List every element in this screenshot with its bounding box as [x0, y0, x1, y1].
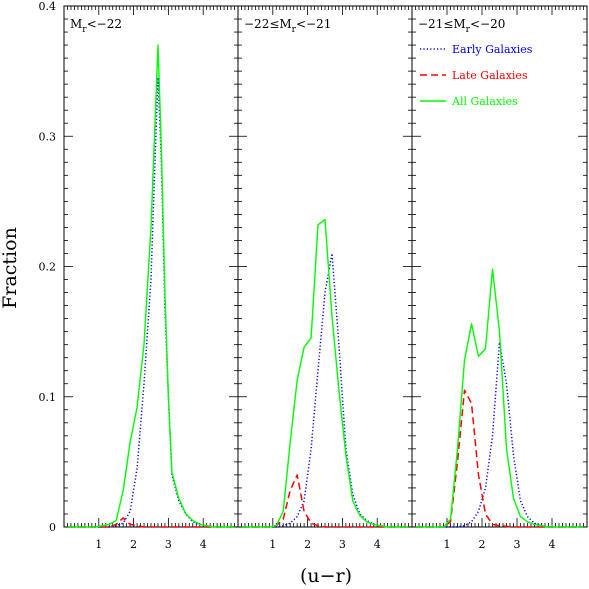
series-line-early-galaxies-panel-3	[415, 341, 584, 528]
x-tick-label: 4	[200, 538, 207, 551]
x-tick-label: 4	[374, 538, 381, 551]
panel-frame-3	[411, 5, 588, 528]
x-tick-label: 1	[444, 538, 451, 551]
y-tick-label: 0.4	[39, 0, 57, 13]
series-line-early-galaxies-panel-2	[241, 252, 409, 528]
y-axis-title: Fraction	[0, 227, 21, 309]
x-tick-label: 1	[269, 538, 276, 551]
y-tick-label: 0	[49, 521, 56, 534]
x-tick-label: 2	[479, 538, 486, 551]
panel-frame-1	[63, 5, 239, 528]
series-line-late-galaxies-panel-1	[67, 517, 235, 528]
series-line-all-galaxies-panel-3	[415, 268, 584, 528]
legend-label-all-galaxies: All Galaxies	[451, 95, 518, 108]
series-line-all-galaxies-panel-1	[67, 44, 235, 528]
legend-label-late-galaxies: Late Galaxies	[452, 69, 528, 82]
series-line-late-galaxies-panel-3	[415, 389, 584, 528]
x-tick-label: 1	[95, 538, 102, 551]
legend-label-early-galaxies: Early Galaxies	[452, 43, 533, 56]
y-tick-label: 0.2	[39, 261, 57, 274]
x-tick-label: 3	[339, 538, 346, 551]
panel-label-3: −21≤Mr<−20	[418, 17, 505, 35]
panel-label-2: −22≤Mr<−21	[244, 17, 331, 35]
series-line-early-galaxies-panel-1	[67, 76, 235, 528]
series-line-all-galaxies-panel-2	[241, 218, 409, 528]
panel-label-1: Mr<−22	[70, 17, 122, 35]
y-tick-label: 0.1	[39, 391, 57, 404]
x-tick-label: 3	[165, 538, 172, 551]
x-axis-title: (u−r)	[300, 565, 352, 587]
panel-frame-2	[237, 5, 413, 528]
x-tick-label: 2	[130, 538, 137, 551]
x-tick-label: 3	[514, 538, 521, 551]
x-tick-label: 2	[304, 538, 311, 551]
series-line-late-galaxies-panel-2	[241, 474, 409, 528]
y-tick-label: 0.3	[39, 130, 57, 143]
x-tick-label: 4	[549, 538, 556, 551]
